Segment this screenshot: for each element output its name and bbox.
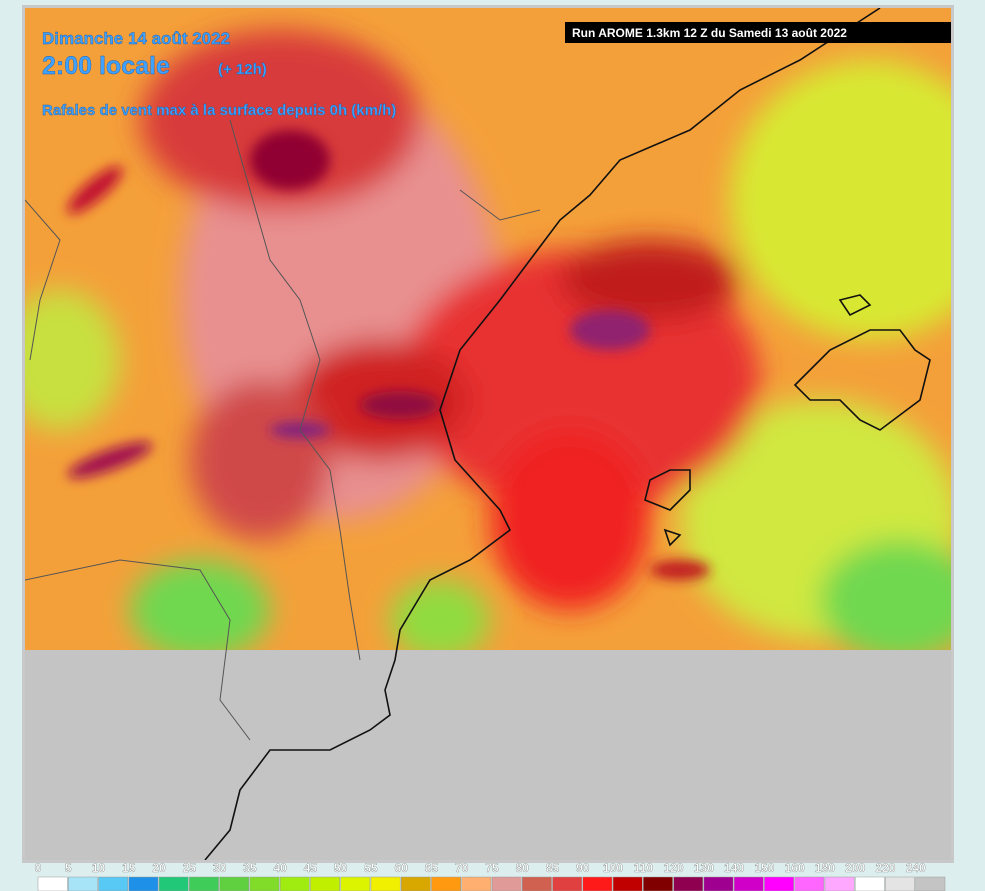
legend-label: 40 <box>273 861 287 875</box>
field-title: Rafales de vent max à la surface depuis … <box>42 102 396 119</box>
legend-swatch <box>703 876 734 891</box>
legend-swatch <box>370 876 401 891</box>
legend-swatch <box>643 876 673 891</box>
legend-label: 150 <box>754 861 774 875</box>
run-label: Run AROME 1.3km 12 Z du Samedi 13 août 2… <box>572 26 847 40</box>
legend-label: 240 <box>906 861 926 875</box>
legend-label: 5 <box>65 861 72 875</box>
legend-swatch <box>794 876 825 891</box>
wind-field <box>25 8 951 860</box>
legend-label: 35 <box>243 861 257 875</box>
legend-swatch <box>189 876 219 891</box>
legend-swatch <box>522 876 552 891</box>
legend-label: 200 <box>845 861 865 875</box>
legend-label: 25 <box>183 861 197 875</box>
legend-swatch <box>279 876 310 891</box>
legend-swatch <box>400 876 431 891</box>
legend-swatch <box>128 876 159 891</box>
legend-label: 160 <box>785 861 805 875</box>
legend-label: 100 <box>603 861 623 875</box>
legend-label: 110 <box>634 861 654 875</box>
legend-label: 180 <box>815 861 835 875</box>
legend-swatch <box>158 876 189 891</box>
legend-swatch <box>915 876 946 891</box>
legend-label: 65 <box>425 861 439 875</box>
legend-label: 15 <box>122 861 136 875</box>
legend-label: 85 <box>546 861 560 875</box>
legend-swatch <box>461 876 492 891</box>
legend-swatch <box>733 876 764 891</box>
run-box <box>565 22 951 43</box>
legend-label: 50 <box>334 861 348 875</box>
legend-label: 70 <box>455 861 469 875</box>
lead-time: (+ 12h) <box>218 61 267 78</box>
legend-swatch <box>673 876 704 891</box>
legend-label: 140 <box>724 861 744 875</box>
legend-swatch <box>854 876 885 891</box>
legend-label: 55 <box>364 861 378 875</box>
legend-swatch <box>764 876 794 891</box>
legend-label: 60 <box>395 861 409 875</box>
legend-swatch <box>885 876 915 891</box>
legend-swatch <box>340 876 371 891</box>
legend-swatch <box>552 876 583 891</box>
legend-swatch <box>219 876 250 891</box>
legend-swatch <box>582 876 613 891</box>
legend-swatch <box>431 876 461 891</box>
legend-label: 220 <box>875 861 895 875</box>
local-time: 2:00 locale <box>42 52 170 80</box>
legend: 0 5 10 15 20 25 30 35 40 45 50 55 60 65 70 75 80 85 90 100 1… <box>35 861 946 891</box>
legend-swatch <box>98 876 129 891</box>
legend-swatch <box>249 876 280 891</box>
legend-label: 30 <box>213 861 227 875</box>
legend-label: 10 <box>92 861 106 875</box>
legend-label: 90 <box>576 861 590 875</box>
legend-label: 20 <box>152 861 166 875</box>
date: Dimanche 14 août 2022 <box>42 29 230 48</box>
legend-swatch <box>824 876 855 891</box>
legend-label: 120 <box>664 861 684 875</box>
legend-swatch <box>310 876 340 891</box>
legend-swatch <box>68 876 98 891</box>
legend-swatch <box>37 876 68 891</box>
legend-label: 130 <box>694 861 714 875</box>
legend-label: 75 <box>485 861 499 875</box>
legend-label: 80 <box>516 861 530 875</box>
legend-label: 0 <box>35 861 42 875</box>
legend-swatch <box>612 876 643 891</box>
legend-swatch <box>491 876 522 891</box>
legend-label: 45 <box>304 861 318 875</box>
